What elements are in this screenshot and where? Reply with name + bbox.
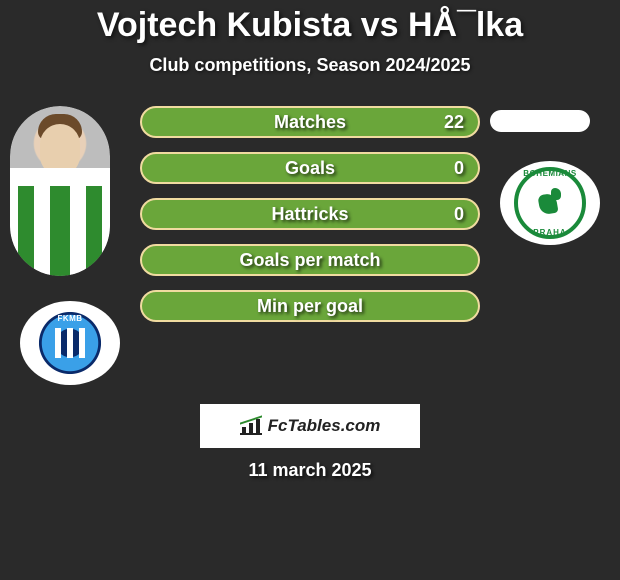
stat-bar: Goals per match (140, 244, 480, 276)
stat-bars: Matches 22 Goals 0 Hattricks 0 Goals per… (140, 106, 480, 336)
club-left-badge: FKMB (20, 301, 120, 385)
brand-label: FcTables.com (268, 416, 381, 436)
club-right-bottom-text: PRAHA (518, 228, 582, 237)
stat-value: 0 (454, 152, 464, 184)
page-subtitle: Club competitions, Season 2024/2025 (0, 55, 620, 76)
player-left-avatar (10, 106, 110, 276)
stat-bar: Matches 22 (140, 106, 480, 138)
kangaroo-icon (533, 186, 567, 220)
stat-bar: Goals 0 (140, 152, 480, 184)
stat-bar: Hattricks 0 (140, 198, 480, 230)
club-right-top-text: BOHEMIANS (518, 169, 582, 178)
stat-label: Hattricks (140, 198, 480, 230)
player-right-avatar-placeholder (490, 110, 590, 132)
stat-label: Min per goal (140, 290, 480, 322)
page-title: Vojtech Kubista vs HÅ¯lka (0, 0, 620, 45)
chart-icon (240, 417, 262, 435)
club-right-badge: BOHEMIANS PRAHA (500, 161, 600, 245)
stat-value: 22 (444, 106, 464, 138)
stat-label: Matches (140, 106, 480, 138)
brand-footer[interactable]: FcTables.com (200, 404, 420, 448)
comparison-panel: FKMB BOHEMIANS PRAHA Matches 22 Goals 0 (0, 106, 620, 406)
date-label: 11 march 2025 (0, 460, 620, 481)
stat-bar: Min per goal (140, 290, 480, 322)
stat-label: Goals (140, 152, 480, 184)
stat-value: 0 (454, 198, 464, 230)
club-left-label: FKMB (37, 314, 103, 323)
stat-label: Goals per match (140, 244, 480, 276)
